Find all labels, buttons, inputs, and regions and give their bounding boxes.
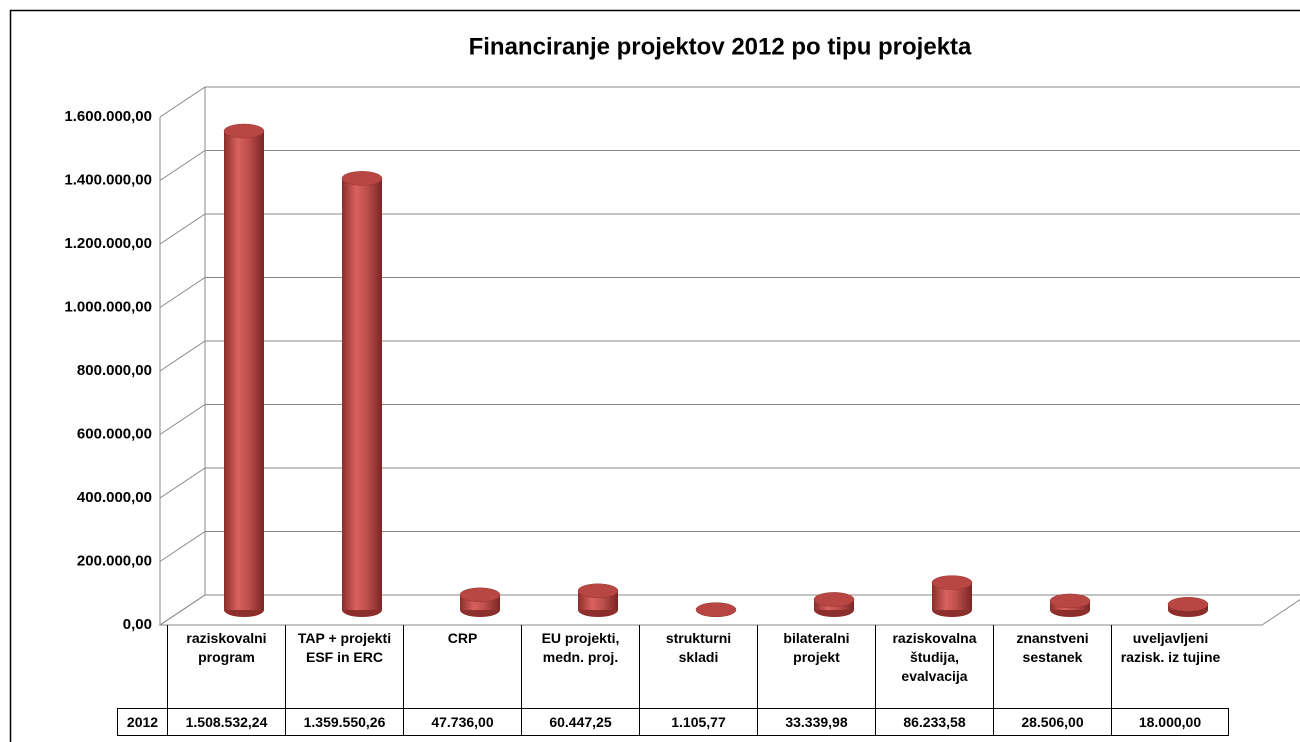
y-tick-label: 800.000,00 xyxy=(77,362,152,379)
value-label: 1.359.550,26 xyxy=(285,708,403,736)
value-label: 1.105,77 xyxy=(639,708,757,736)
category-label: raziskovalni program xyxy=(167,625,285,708)
value-label: 1.508.532,24 xyxy=(167,708,285,736)
value-label: 60.447,25 xyxy=(521,708,639,736)
y-tick-label: 200.000,00 xyxy=(77,552,152,569)
cylinder-top xyxy=(931,575,973,590)
chart-title: Financiranje projektov 2012 po tipu proj… xyxy=(469,33,972,60)
chart-border xyxy=(9,9,1300,742)
y-tick-label: 1.400.000,00 xyxy=(64,171,152,188)
series-name: 2012 xyxy=(117,708,167,736)
grid-line xyxy=(159,404,1300,435)
cylinder-top xyxy=(459,587,501,603)
grid-line xyxy=(159,277,1300,308)
bar xyxy=(342,178,382,611)
grid-line xyxy=(159,467,1300,499)
bar xyxy=(224,131,264,610)
value-label: 47.736,00 xyxy=(403,708,521,736)
cylinder-top xyxy=(1049,593,1091,609)
y-tick-label: 0,00 xyxy=(123,616,152,633)
category-label: CRP xyxy=(403,625,521,708)
grid-line xyxy=(159,86,1300,118)
cylinder-top xyxy=(813,592,855,607)
cylinder-top xyxy=(1167,597,1209,612)
y-tick-label: 600.000,00 xyxy=(77,425,152,442)
y-tick-label: 400.000,00 xyxy=(77,489,152,506)
cylinder-top xyxy=(577,583,619,599)
grid-line xyxy=(159,531,1300,562)
cylinder-top xyxy=(223,123,265,139)
grid-line xyxy=(159,340,1300,372)
category-label: uveljavljeni razisk. iz tujine xyxy=(1111,625,1229,708)
y-tick-label: 1.600.000,00 xyxy=(64,108,152,125)
category-label: raziskovalna študija, evalvacija xyxy=(875,625,993,708)
grid-line xyxy=(159,150,1300,181)
value-label: 86.233,58 xyxy=(875,708,993,736)
y-tick-label: 1.000.000,00 xyxy=(64,298,152,315)
y-tick-label: 1.200.000,00 xyxy=(64,235,152,252)
category-label: znanstveni sestanek xyxy=(993,625,1111,708)
category-label: strukturni skladi xyxy=(639,625,757,708)
value-label: 28.506,00 xyxy=(993,708,1111,736)
cylinder-top xyxy=(341,171,383,186)
category-label: TAP + projekti ESF in ERC xyxy=(285,625,403,708)
value-label: 18.000,00 xyxy=(1111,708,1229,736)
category-label: EU projekti, medn. proj. xyxy=(521,625,639,708)
category-label: bilateralni projekt xyxy=(757,625,875,708)
cylinder-top xyxy=(695,602,737,617)
value-label: 33.339,98 xyxy=(757,708,875,736)
grid-line xyxy=(159,213,1300,245)
